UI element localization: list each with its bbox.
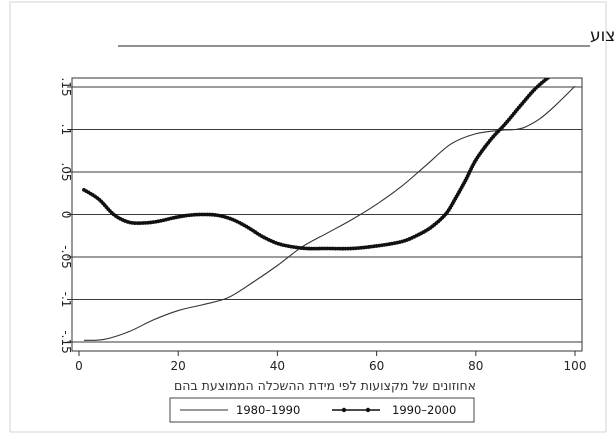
- y-tick-label: -.05: [59, 245, 73, 268]
- chart-title: אחוזי שינוי בתעסוקה במקצועות לפי ההשכלה …: [590, 26, 614, 46]
- grid-lines: [72, 86, 582, 343]
- x-tick-label: 100: [564, 359, 587, 373]
- figure-border: [9, 1, 607, 433]
- x-tick-label: 40: [270, 359, 285, 373]
- legend-marker-dot: [341, 407, 347, 413]
- series-point: [549, 78, 551, 79]
- y-tick-label: .15: [59, 77, 73, 96]
- legend-marker-dot: [365, 407, 371, 413]
- y-tick-label: -.1: [59, 292, 73, 308]
- y-tick-label: 0: [59, 211, 73, 219]
- x-tick-label: 20: [171, 359, 186, 373]
- x-axis-label: אחוזונים של מקצועות לפי מידת ההשכלה הממו…: [174, 378, 476, 393]
- x-tick-label: 0: [75, 359, 83, 373]
- legend-label-1990-2000: 1990–2000: [392, 403, 456, 417]
- series-point: [309, 246, 314, 251]
- series-1: [83, 85, 576, 341]
- x-tick-label: 80: [468, 359, 483, 373]
- series-point: [200, 212, 204, 217]
- y-tick-label: -.15: [59, 330, 73, 353]
- axes: -.15 -.1 -.05 0 .05 .1 .15 0 20 40 60 80 100: [59, 77, 586, 373]
- series-line: [83, 85, 576, 341]
- series-2: [82, 78, 551, 251]
- series-layer: [82, 78, 576, 341]
- legend-label-1980-1990: 1980–1990: [236, 403, 300, 417]
- y-tick-label: .1: [59, 124, 73, 135]
- y-tick-label: .05: [59, 162, 73, 181]
- x-tick-label: 60: [369, 359, 384, 373]
- series-point: [545, 78, 550, 80]
- legend: 1980–1990 1990–2000: [169, 397, 475, 423]
